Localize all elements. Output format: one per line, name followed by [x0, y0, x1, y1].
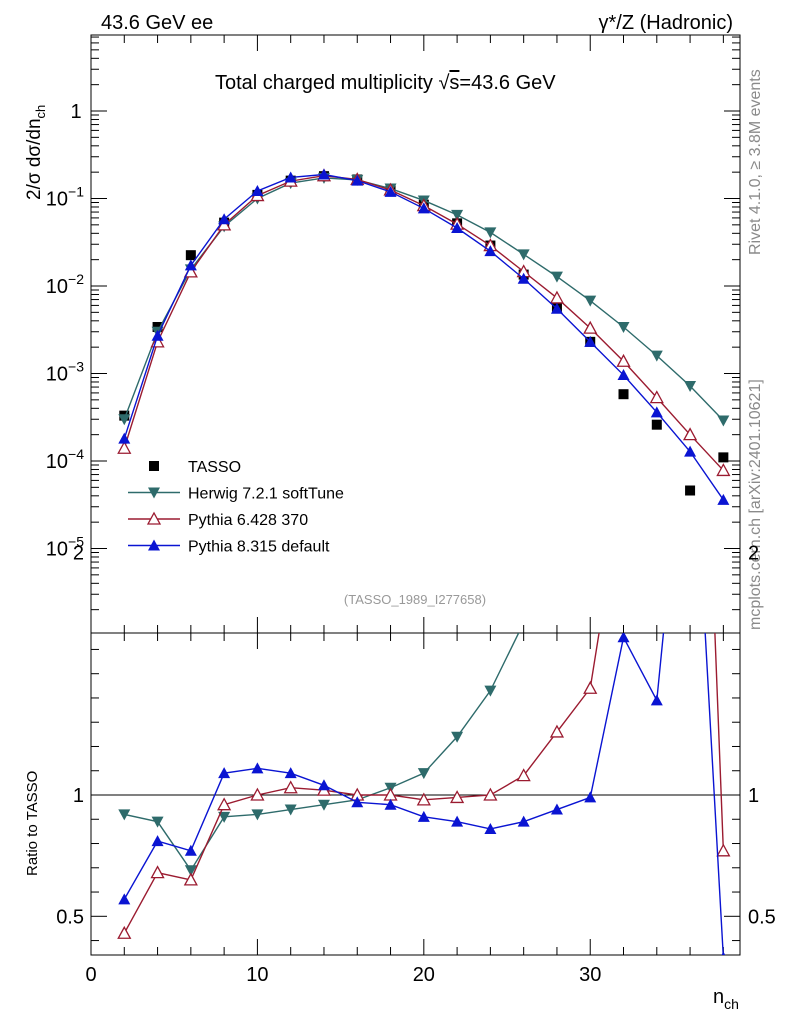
x-tick-label: 10: [246, 964, 268, 986]
legend-label: Pythia 8.315 default: [188, 539, 330, 556]
main-data-point: [518, 249, 530, 260]
ratio-data-point: [484, 686, 496, 697]
analysis-watermark: (TASSO_1989_I277658): [344, 592, 486, 607]
ratio-y-tick-label-left: 2: [73, 542, 84, 564]
ratio-data-point: [285, 782, 297, 793]
ratio-y-tick-label-right: 1: [748, 785, 759, 807]
main-y-tick-label: 1: [70, 101, 81, 123]
main-data-point: [619, 389, 629, 399]
header-right: γ*/Z (Hadronic): [599, 12, 733, 34]
legend-label: TASSO: [188, 459, 241, 476]
ratio-data-point: [518, 816, 530, 827]
mcplots-label: mcplots.cern.ch [arXiv:2401.10621]: [747, 379, 764, 630]
ratio-data-point: [152, 867, 164, 878]
ratio-data-point: [518, 770, 530, 781]
ratio-data-point: [551, 726, 563, 737]
ratio-data-point: [717, 845, 729, 856]
ratio-y-tick-label-left: 0.5: [56, 906, 84, 928]
main-data-point: [685, 486, 695, 496]
ratio-data-point: [152, 835, 164, 846]
main-data-point: [584, 296, 596, 307]
ratio-data-point: [251, 762, 263, 773]
ratio-data-point: [651, 694, 663, 705]
ratio-y-axis-label: Ratio to TASSO: [24, 771, 41, 876]
main-series-line: [124, 178, 723, 421]
ratio-series-line: [124, 0, 723, 870]
main-data-point: [186, 250, 196, 260]
ratio-data-point: [618, 474, 630, 485]
legend: TASSO Herwig 7.2.1 softTune Pythia 6.428 3…: [128, 459, 344, 556]
ratio-data-point: [152, 817, 164, 828]
main-title: Total charged multiplicity √s=43.6 GeV: [215, 72, 556, 94]
ratio-series-line: [124, 363, 723, 957]
main-data-point: [652, 420, 662, 430]
main-y-tick-label: 10−1: [46, 184, 84, 211]
main-y-tick-label: 10−3: [46, 359, 84, 386]
main-data-point: [118, 442, 130, 453]
rivet-label: Rivet 4.1.0, ≥ 3.8M events: [747, 69, 764, 255]
x-tick-label: 30: [579, 964, 601, 986]
ratio-data-point: [717, 952, 729, 963]
ratio-data-point: [551, 804, 563, 815]
x-axis-label: nch: [713, 986, 739, 1012]
x-tick-label: 20: [413, 964, 435, 986]
ratio-data-point: [584, 682, 596, 693]
main-y-tick-label: 10−2: [46, 271, 84, 298]
ratio-data-point: [717, 392, 729, 403]
ratio-data-point: [418, 768, 430, 779]
legend-marker: [149, 461, 159, 471]
ratio-data-point: [651, 534, 663, 545]
ratio-y-tick-label-right: 0.5: [748, 906, 776, 928]
main-data-point: [551, 272, 563, 283]
main-y-axis-label: 2/σ dσ/dnch: [24, 105, 48, 200]
ratio-data-point: [118, 927, 130, 938]
ratio-y-tick-label-left: 1: [73, 785, 84, 807]
main-data-point: [717, 494, 729, 505]
ratio-data-point: [118, 893, 130, 904]
plot-canvas: 43.6 GeV ee γ*/Z (Hadronic) Rivet 4.1.0,…: [0, 0, 786, 1024]
main-series-line: [124, 175, 723, 500]
ratio-data-point: [418, 811, 430, 822]
header-left: 43.6 GeV ee: [101, 12, 213, 34]
x-tick-label: 0: [85, 964, 96, 986]
ratio-data-point: [584, 791, 596, 802]
main-data-point: [484, 227, 496, 238]
main-y-tick-label: 10−4: [46, 446, 84, 473]
ratio-data-point: [551, 494, 563, 505]
main-data-point: [718, 452, 728, 462]
legend-label: Herwig 7.2.1 softTune: [188, 486, 344, 503]
ratio-plot-frame: [91, 633, 740, 955]
main-data-point: [551, 292, 563, 303]
legend-label: Pythia 6.428 370: [188, 512, 308, 529]
ratio-data-point: [318, 779, 330, 790]
ratio-data-point: [684, 357, 696, 368]
main-series-line: [124, 176, 723, 471]
main-data-point: [717, 416, 729, 427]
ratio-y-tick-label-right: 2: [748, 542, 759, 564]
